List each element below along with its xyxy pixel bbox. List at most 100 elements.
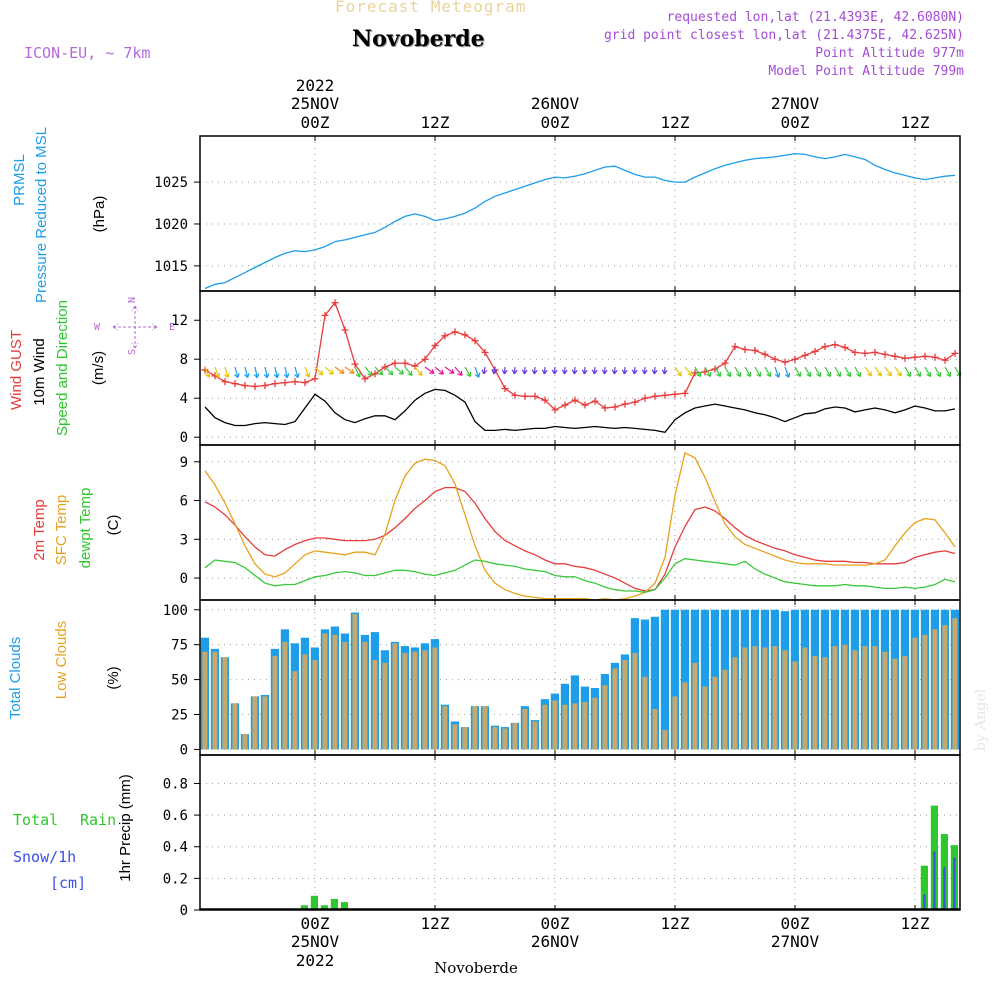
gust-marker — [581, 401, 589, 409]
top-hour-label: 00Z — [301, 113, 330, 132]
compass-n: N — [127, 297, 138, 303]
low-cloud-bar — [872, 646, 878, 750]
low-cloud-bar — [842, 644, 848, 750]
wind-gust-line — [204, 301, 956, 411]
10m-wind-line — [204, 388, 956, 434]
precip-unit-label: [cm] — [50, 874, 86, 892]
gust-marker — [421, 355, 429, 363]
wind-barb — [784, 366, 791, 378]
gust-marker — [441, 332, 449, 340]
gust-marker — [891, 352, 899, 360]
low-cloud-bar — [442, 706, 448, 750]
compass-s: S — [127, 349, 138, 355]
low-cloud-bar — [282, 641, 288, 750]
low-cloud-bar — [942, 625, 948, 750]
gust-marker — [901, 354, 909, 362]
wind-barb — [394, 366, 404, 375]
wind-barb — [764, 366, 772, 378]
top-date-label: 25NOV — [291, 94, 340, 113]
gust-marker — [681, 389, 689, 397]
low-cloud-bar — [502, 728, 508, 750]
compass-arrows — [112, 305, 158, 349]
low-cloud-bar — [572, 703, 578, 750]
location-title: Novoberde — [352, 26, 485, 52]
wind-barb — [581, 366, 588, 375]
bottom-hour-label: 00Z — [541, 914, 570, 933]
gust-marker — [911, 353, 919, 361]
snow-bar — [933, 851, 936, 910]
precip-rain-label: Rain — [80, 811, 116, 829]
low-cloud-bar — [422, 650, 428, 750]
wind-barb — [314, 366, 324, 376]
temp-dewpt-label: dewpt Temp — [77, 488, 94, 569]
wind-barb — [464, 366, 472, 378]
wind-barb — [214, 366, 221, 378]
y-tick-label: 0 — [180, 903, 188, 919]
wind-barb — [454, 366, 463, 377]
wind-barb — [704, 366, 712, 378]
low-cloud-bar — [852, 650, 858, 750]
low-cloud-bar — [592, 697, 598, 750]
low-cloud-bar — [392, 643, 398, 750]
gust-marker — [851, 348, 859, 356]
rain-bar — [300, 905, 308, 910]
gust-marker — [461, 331, 469, 339]
wind-barb — [384, 366, 394, 376]
y-tick-label: 100 — [163, 603, 188, 619]
gust-marker — [481, 348, 489, 356]
gust-marker — [521, 392, 529, 400]
wind-barb — [874, 366, 882, 377]
temp-ylabel: (C) — [105, 515, 122, 536]
low-cloud-bar — [912, 637, 918, 750]
low-cloud-bar — [512, 722, 518, 750]
wind-barb — [924, 366, 932, 378]
y-tick-label: 0 — [180, 430, 188, 446]
wind-barb — [253, 366, 260, 379]
low-cloud-bar — [762, 647, 768, 750]
low-cloud-bar — [892, 658, 898, 750]
model-label: ICON-EU, ~ 7km — [24, 44, 151, 62]
top-hour-label: 00Z — [781, 113, 810, 132]
gust-marker — [511, 391, 519, 399]
low-cloud-bar — [602, 685, 608, 750]
gust-marker — [791, 355, 799, 363]
y-tick-label: 8 — [180, 352, 188, 368]
gust-marker — [251, 383, 259, 391]
pressure-label-msl: Pressure Reduced to MSL — [33, 127, 50, 303]
wind-barb — [734, 366, 742, 378]
wind-barb — [324, 366, 334, 375]
wind-barb — [481, 366, 488, 375]
low-cloud-bar — [522, 708, 528, 750]
gust-marker — [471, 337, 479, 345]
gust-marker — [381, 363, 389, 371]
bottom-hour-label: 00Z — [781, 914, 810, 933]
wind-barb — [501, 366, 508, 375]
gust-marker — [331, 299, 339, 307]
total-cloud-bar — [680, 609, 689, 750]
low-cloud-bar — [902, 655, 908, 750]
wind-barb — [904, 366, 912, 378]
low-cloud-bar — [582, 701, 588, 750]
low-cloud-bar — [632, 653, 638, 750]
clouds-total-label: Total Clouds — [7, 637, 24, 720]
y-tick-label: 1025 — [154, 175, 188, 191]
y-tick-label: 50 — [171, 673, 188, 689]
rain-bar — [320, 905, 328, 910]
gust-marker — [591, 397, 599, 405]
low-cloud-bar — [792, 661, 798, 750]
snow-bar — [943, 867, 946, 910]
low-cloud-bar — [642, 676, 648, 750]
temp-2m-label: 2m Temp — [31, 499, 48, 560]
low-cloud-bar — [312, 660, 318, 750]
low-cloud-bar — [722, 669, 728, 750]
top-hour-label: 12Z — [661, 113, 690, 132]
gust-marker — [261, 382, 269, 390]
low-cloud-bar — [562, 704, 568, 750]
rain-bar — [920, 865, 928, 910]
wind-barb — [724, 366, 732, 378]
low-cloud-bar — [362, 641, 368, 750]
total-cloud-bar — [650, 616, 659, 750]
wind-barb — [511, 366, 518, 375]
low-cloud-bar — [292, 671, 298, 750]
